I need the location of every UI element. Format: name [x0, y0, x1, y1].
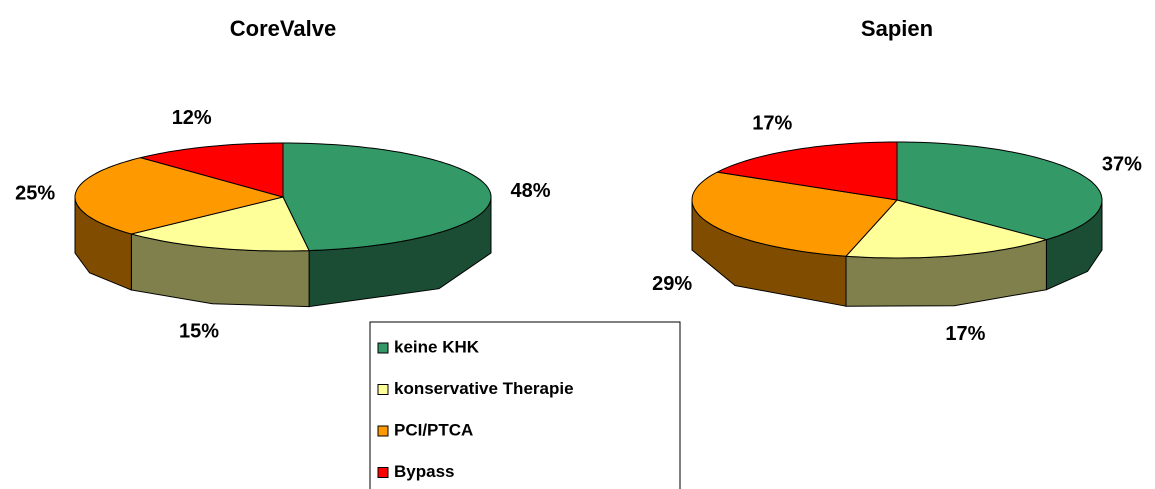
data-label: 25% [15, 183, 55, 205]
slice [715, 141, 898, 201]
slice [691, 171, 898, 257]
chart-title: CoreValve [230, 16, 336, 41]
legend-label: PCI/PTCA [394, 420, 473, 439]
legend-swatch [377, 342, 389, 354]
data-label: 29% [652, 273, 692, 295]
legend-box [369, 321, 681, 489]
data-label: 17% [945, 323, 985, 345]
slice [282, 142, 492, 252]
data-label: 17% [752, 113, 792, 135]
legend-swatch [377, 384, 389, 395]
data-label: 12% [172, 107, 212, 129]
slice [140, 142, 284, 198]
legend-swatch [377, 467, 389, 478]
legend-label: konservative Therapie [394, 379, 574, 398]
legend-label: Bypass [394, 462, 454, 481]
slice [74, 157, 285, 235]
slice [896, 141, 1103, 241]
legend-swatch [377, 425, 389, 437]
data-label: 15% [179, 320, 219, 342]
slice [844, 199, 1049, 259]
data-label: 37% [1102, 153, 1142, 175]
data-label: 48% [510, 180, 550, 202]
chart-title: Sapien [861, 16, 933, 41]
legend-label: keine KHK [394, 337, 480, 356]
slice [131, 196, 310, 252]
